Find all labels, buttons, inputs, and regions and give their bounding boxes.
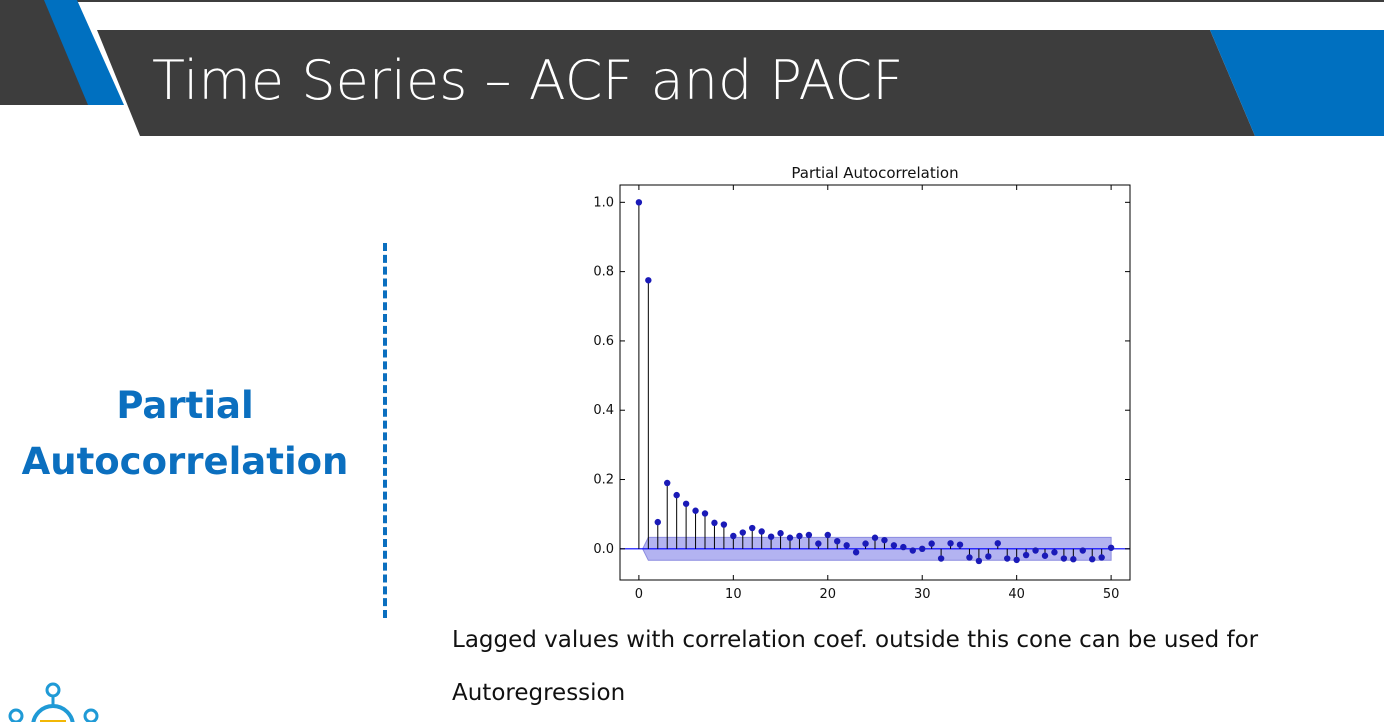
x-tick-label: 0 [635,587,643,602]
axes-layer: 0 10 20 30 40 50 0.0 0.2 0.4 0.6 0.8 1.0 [593,185,1130,602]
data-point [1098,554,1105,561]
data-point [843,542,850,549]
data-point [862,540,869,547]
data-point [1070,556,1077,563]
data-point [701,510,709,517]
y-tick-label: 0.2 [593,473,614,488]
data-point [852,549,860,556]
top-border-line [0,0,1384,2]
data-point [730,532,737,540]
pacf-chart: Partial Autocorrelation 0 10 20 30 40 50 0.0 0.… [570,158,1150,608]
data-point [900,543,907,551]
data-point [937,555,945,562]
data-point [919,545,926,553]
data-point [815,540,822,547]
header-left-blue-stripe [44,0,124,105]
data-point [1051,549,1058,556]
data-point [682,500,690,507]
slide-title: Time Series – ACF and PACF [152,49,904,112]
robot-network-icon [8,682,99,722]
data-point [994,540,1001,547]
data-point [956,541,964,548]
header-title-bar [97,30,1255,136]
data-point [654,518,661,526]
x-tick-label: 40 [1008,587,1025,602]
y-tick-label: 0.4 [593,403,614,418]
data-point [834,537,841,545]
data-point [1089,556,1096,563]
x-tick-label: 20 [820,587,837,602]
data-point [928,540,935,547]
data-point [692,507,699,514]
data-point [1022,551,1030,559]
data-point [645,277,652,284]
data-point [786,534,794,541]
data-point [1004,555,1011,562]
x-tick-label: 10 [725,587,742,602]
data-point [975,557,983,565]
data-point [824,531,831,539]
pacf-chart-svg: Partial Autocorrelation 0 10 20 30 40 50 0.0 0.… [593,164,1131,602]
caption-text: Lagged values with correlation coef. out… [452,614,1352,720]
chart-title: Partial Autocorrelation [791,164,958,182]
data-point [909,547,916,554]
y-tick-label: 1.0 [593,195,614,210]
data-point [947,540,954,547]
vertical-dashed-divider [383,243,387,618]
data-point [673,491,680,499]
y-tick-label: 0.8 [593,265,614,280]
data-point [720,521,728,528]
caption-line-1: Lagged values with correlation coef. out… [452,627,1259,653]
data-point [739,529,746,536]
data-point [985,553,992,560]
data-point [1060,555,1068,562]
data-point [796,532,803,540]
section-label: Partial Autocorrelation [21,384,349,483]
data-point [966,554,973,561]
markers-layer [635,199,1115,565]
data-point [871,534,879,541]
stems-layer [638,202,1112,561]
data-point [758,528,765,535]
header-left-dark-block [0,0,95,105]
data-point [805,531,813,539]
y-tick-label: 0.0 [593,542,614,557]
data-point [1013,556,1020,564]
data-point [1041,552,1049,559]
data-point [1032,547,1039,554]
plot-frame [619,184,1131,581]
header-right-blue-block [1210,30,1384,136]
data-point [664,479,671,487]
caption-line-2: Autoregression [452,680,626,706]
data-point [1079,547,1086,554]
y-tick-label: 0.6 [593,334,614,349]
data-point [711,519,718,527]
data-point [777,530,784,537]
data-point [881,536,888,544]
header-banner [0,0,1384,136]
x-tick-label: 30 [914,587,931,602]
data-point [1107,544,1115,551]
data-point [635,199,643,206]
data-point [767,533,775,540]
data-point [749,524,756,532]
x-tick-label: 50 [1103,587,1120,602]
data-point [890,542,898,549]
